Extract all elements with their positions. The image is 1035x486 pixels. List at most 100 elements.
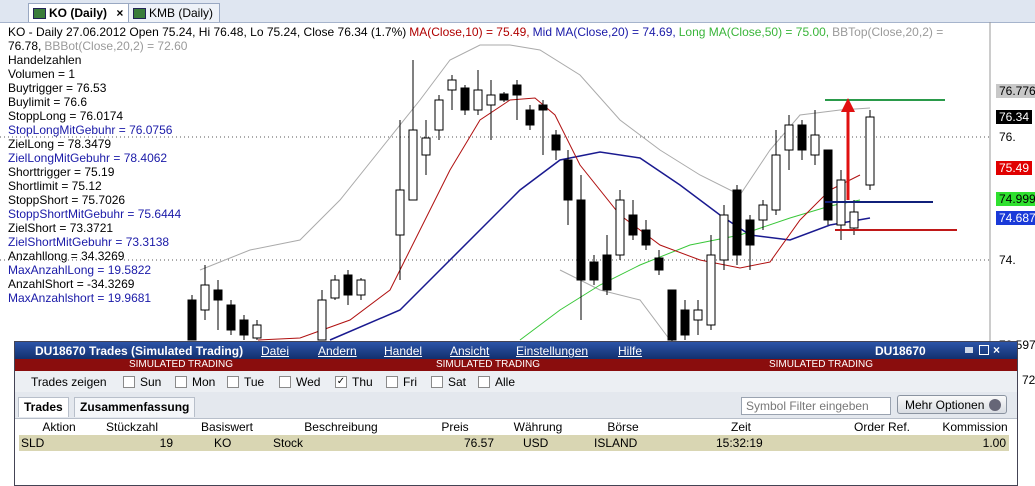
candle-body — [602, 254, 612, 291]
ma-long — [519, 199, 861, 341]
cell: KO — [214, 436, 232, 450]
checkbox[interactable] — [175, 376, 187, 388]
param-line: Volumen = 1 — [8, 67, 76, 81]
cell: 1.00 — [982, 436, 1006, 450]
param-line: Buytrigger = 76.53 — [8, 81, 107, 95]
filter-label: Trades zeigen — [31, 375, 107, 389]
window-button[interactable] — [965, 347, 973, 353]
checkbox[interactable] — [227, 376, 239, 388]
candle-body — [563, 159, 573, 201]
menu[interactable]: Einstellungen — [516, 344, 589, 358]
candle-body — [226, 304, 236, 331]
cell: USD — [523, 436, 549, 450]
candle-body — [213, 289, 223, 301]
param-line: Buylimit = 76.6 — [8, 95, 88, 109]
window-button[interactable]: × — [993, 343, 1001, 357]
candle-body — [797, 124, 807, 151]
param-line: StoppShort = 75.7026 — [8, 193, 126, 207]
candle-body — [589, 261, 599, 281]
options-button[interactable]: Mehr Optionen — [897, 395, 1007, 414]
candle-body — [421, 137, 431, 156]
candle-body — [551, 134, 561, 151]
header-text: Mid MA(Close,20) = 74.69, — [532, 25, 676, 39]
checkbox-label: Sun — [140, 375, 162, 389]
table-header: Aktion Stückzahl Basiswert Beschreibung Prei… — [19, 419, 1009, 435]
cell: SLD — [21, 436, 45, 450]
column-header: Beschreibung — [304, 420, 378, 434]
candle-body — [460, 87, 470, 111]
candle-body — [252, 324, 262, 339]
cell: Stock — [273, 436, 304, 450]
param-line: ZielLongMitGebuhr = 78.4062 — [8, 151, 168, 165]
table-row: SLD 19 KO Stock 76.57 USD ISLAND 15:32:1… — [19, 435, 1009, 451]
window-button[interactable] — [979, 345, 989, 355]
checkbox-label: Fri — [403, 375, 417, 389]
column-header: Börse — [607, 420, 639, 434]
candle-body — [512, 84, 522, 96]
candle-body — [628, 214, 638, 236]
param-line: ZielShort = 73.3721 — [8, 221, 114, 235]
price-label: 75.49 — [996, 161, 1033, 175]
column-header: Kommission — [942, 420, 1008, 434]
header-text: BBTop(Close,20,2) = — [832, 25, 944, 39]
banner-text: SIMULATED TRADING — [768, 359, 874, 370]
banner-text: SIMULATED TRADING — [435, 359, 541, 370]
candle-body — [187, 299, 197, 341]
column-header: Aktion — [42, 420, 76, 434]
column-header: Preis — [441, 420, 469, 434]
price-label: 74.687 — [996, 211, 1035, 225]
menu[interactable]: Ansicht — [450, 344, 490, 358]
param-line: ZielLong = 78.3479 — [8, 137, 112, 151]
candle-body — [641, 229, 651, 246]
price-label: 74.999 — [996, 192, 1035, 206]
tab[interactable]: Zusammenfassung — [74, 397, 196, 417]
column-header: Stückzahl — [105, 420, 159, 434]
checkbox-label: Thu — [352, 375, 373, 389]
candle-body — [680, 309, 690, 336]
candle-body — [732, 189, 742, 256]
tab[interactable]: KMB (Daily) — [128, 3, 221, 22]
checkbox[interactable] — [431, 376, 443, 388]
candle-body — [408, 129, 418, 201]
candle-body — [719, 214, 729, 261]
menu[interactable]: Handel — [384, 344, 423, 358]
column-header: Währung — [513, 420, 563, 434]
checkbox[interactable] — [123, 376, 135, 388]
menu[interactable]: Hilfe — [618, 344, 643, 358]
checkbox-label: Mon — [192, 375, 216, 389]
ma-short — [257, 97, 861, 341]
menu[interactable]: Andern — [318, 344, 357, 358]
checkbox[interactable] — [386, 376, 398, 388]
banner-text: SIMULATED TRADING — [128, 359, 234, 370]
param-line: AnzahlShort = -34.3269 — [8, 277, 135, 291]
chart-header: KO - Daily 27.06.2012 Open 75.24, Hi 76.… — [8, 25, 946, 39]
header-text: Long MA(Close,50) = 75.00, — [678, 25, 830, 39]
header-text: KO - Daily 27.06.2012 Open 75.24, Hi 76.… — [8, 25, 407, 39]
checkbox[interactable] — [279, 376, 291, 388]
param-line: Anzahllong = 34.3269 — [8, 249, 125, 263]
checkbox[interactable] — [478, 376, 490, 388]
candle-body — [538, 104, 548, 111]
candle-body — [473, 89, 483, 111]
price-label: 76. — [999, 130, 1016, 144]
param-line: Handelzahlen — [8, 53, 82, 67]
checkbox[interactable]: ✓ — [335, 376, 347, 388]
candle-body — [434, 99, 444, 131]
button-label: Mehr Optionen — [905, 398, 985, 412]
candle-body — [667, 289, 677, 341]
tab[interactable]: KO (Daily) × — [28, 3, 131, 22]
candle-body — [330, 279, 340, 299]
symbol-filter-input[interactable]: Symbol Filter eingeben — [741, 397, 891, 415]
menu[interactable]: Datei — [261, 344, 290, 358]
candle-body — [525, 109, 535, 126]
window-title: DU18670 Trades (Simulated Trading) — [35, 344, 244, 358]
param-line: StopLongMitGebuhr = 76.0756 — [8, 123, 173, 137]
tab[interactable]: Trades — [18, 397, 69, 417]
candle-body — [615, 199, 625, 256]
candle-body — [395, 189, 405, 236]
candle-body — [745, 219, 755, 246]
header-text: BBBot(Close,20,2) = 72.60 — [44, 39, 188, 53]
candle-body — [823, 149, 833, 221]
day-filter: Trades zeigen Sun Mon Tue Wed ✓ Thu Fri Sat Alle — [15, 371, 1017, 392]
